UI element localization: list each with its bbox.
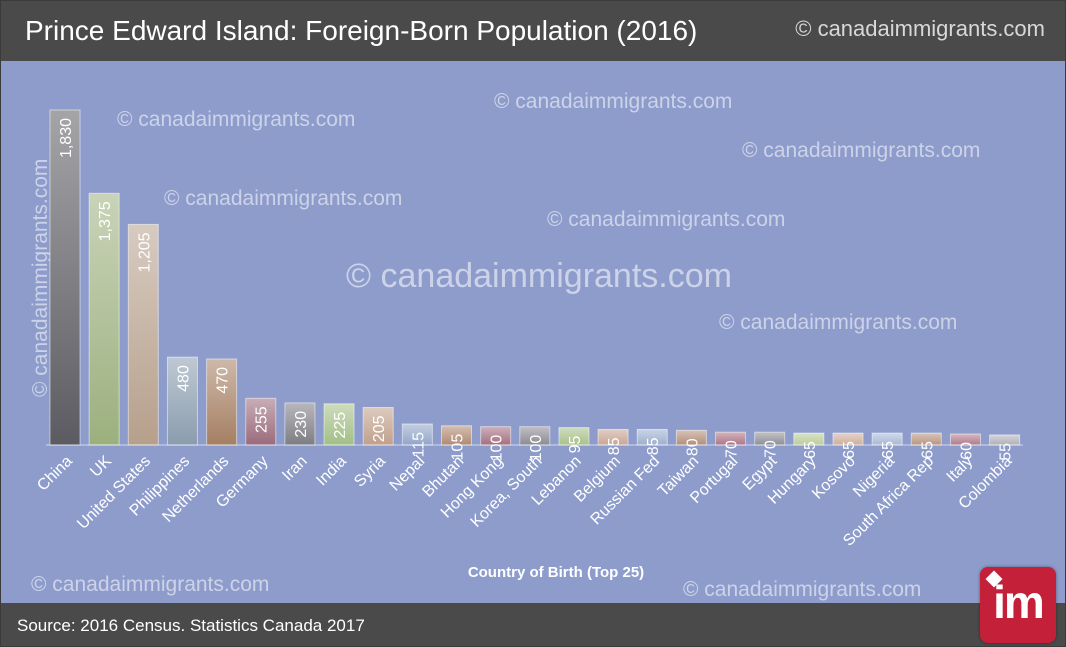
- value-label: 60: [958, 442, 975, 460]
- category-label: China: [34, 453, 76, 495]
- value-label: 230: [293, 411, 310, 438]
- value-label: 85: [606, 437, 623, 455]
- value-label: 100: [528, 435, 545, 462]
- bar-sheen: [128, 224, 159, 445]
- bar-sheen: [167, 357, 198, 445]
- watermark: © canadaimmigrants.com: [719, 311, 958, 334]
- bar-sheen: [519, 426, 550, 445]
- bar-sheen: [793, 433, 824, 445]
- bar-sheen: [324, 403, 355, 445]
- category-label: UK: [87, 453, 115, 481]
- category-label: Russian Fed: [588, 453, 664, 529]
- bar-sheen: [480, 426, 511, 445]
- value-label: 65: [841, 441, 858, 459]
- value-label: 1,205: [136, 232, 153, 272]
- header-bar: Prince Edward Island: Foreign-Born Popul…: [1, 1, 1065, 61]
- watermark: © canadaimmigrants.com: [164, 187, 403, 210]
- footer-bar: Source: 2016 Census. Statistics Canada 2…: [1, 603, 1065, 646]
- bar-sheen: [833, 433, 863, 445]
- bar-sheen: [558, 427, 589, 445]
- value-label: 480: [175, 365, 192, 392]
- watermark: © canadaimmigrants.com: [346, 257, 732, 295]
- category-label: Syria: [351, 453, 389, 491]
- bar-sheen: [402, 423, 433, 445]
- bar-sheen: [89, 193, 120, 445]
- value-label: 105: [450, 434, 467, 461]
- bar-sheen: [363, 407, 394, 445]
- value-label: 70: [763, 440, 780, 458]
- bar-sheen: [441, 425, 472, 445]
- value-label: 470: [215, 367, 232, 394]
- bar-sheen: [284, 402, 315, 445]
- watermark: © canadaimmigrants.com: [742, 139, 981, 162]
- value-label: 205: [371, 415, 388, 442]
- bar-sheen: [206, 358, 237, 445]
- bar-sheen: [872, 433, 903, 445]
- bar-sheen: [715, 432, 746, 445]
- value-label: 80: [684, 438, 701, 456]
- watermark: © canadaimmigrants.com: [117, 108, 356, 131]
- bar-sheen: [989, 434, 1020, 445]
- value-label: 1,375: [97, 201, 114, 241]
- header-watermark: © canadaimmigrants.com: [795, 16, 1045, 41]
- value-label: 225: [332, 412, 349, 439]
- value-label: 85: [645, 437, 662, 455]
- category-label: Kosovo: [809, 453, 859, 503]
- bar-sheen: [245, 398, 276, 445]
- watermark: © canadaimmigrants.com: [494, 90, 733, 113]
- bar-sheen: [754, 432, 785, 445]
- value-label: 100: [489, 435, 506, 462]
- value-label: 65: [802, 441, 819, 459]
- x-axis-title: Country of Birth (Top 25): [468, 564, 644, 581]
- bar-sheen: [50, 110, 80, 445]
- bar-sheen: [911, 433, 942, 445]
- category-label: India: [313, 453, 350, 490]
- watermark: © canadaimmigrants.com: [31, 573, 270, 596]
- bar-sheen: [950, 434, 981, 445]
- source-note: Source: 2016 Census. Statistics Canada 2…: [17, 616, 365, 635]
- logo-text: im: [993, 576, 1045, 628]
- category-label: Iran: [279, 453, 311, 485]
- value-label: 1,830: [58, 118, 75, 158]
- value-label: 70: [724, 440, 741, 458]
- bar-sheen: [676, 430, 707, 445]
- bar-sheen: [598, 429, 629, 445]
- page-title: Prince Edward Island: Foreign-Born Popul…: [25, 15, 698, 46]
- value-label: 65: [919, 441, 936, 459]
- logo: im: [980, 567, 1056, 643]
- value-label: 65: [880, 441, 897, 459]
- watermark: © canadaimmigrants.com: [547, 208, 786, 231]
- value-label: 95: [567, 436, 584, 454]
- watermark: © canadaimmigrants.com: [683, 578, 922, 601]
- value-label: 115: [410, 432, 427, 458]
- bar-sheen: [637, 429, 668, 445]
- value-label: 55: [998, 443, 1015, 461]
- value-label: 255: [254, 406, 271, 433]
